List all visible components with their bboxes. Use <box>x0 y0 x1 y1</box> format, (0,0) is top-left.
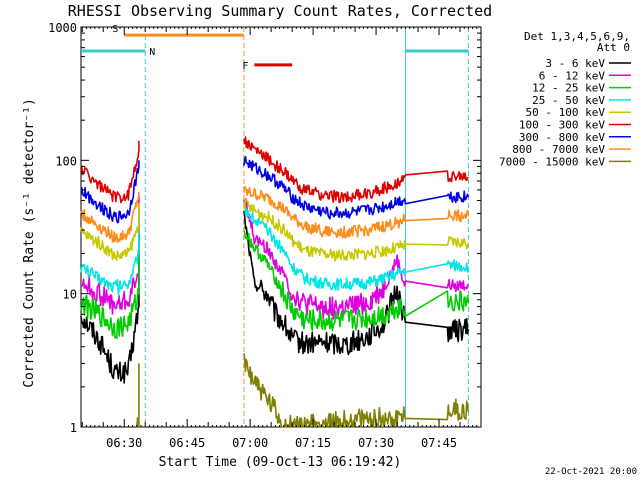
y-tick-label-1: 10 <box>63 288 77 302</box>
series-line-8 <box>136 353 470 428</box>
x-tick-label-0: 06:30 <box>106 436 142 450</box>
series-line-1 <box>80 195 469 320</box>
series-line-0 <box>80 210 470 384</box>
legend-header-line-2: Att 0 <box>597 41 630 54</box>
flag-bars: S N F <box>81 24 469 72</box>
legend-label-4: 50 - 100 keV <box>526 106 606 119</box>
legend-label-5: 100 - 300 keV <box>519 119 605 132</box>
series-line-7 <box>80 185 470 243</box>
legend-header-line-1: Det 1,3,4,5,6,9, <box>524 30 630 43</box>
series-layer <box>80 136 470 428</box>
legend-label-6: 300 - 800 keV <box>519 131 605 144</box>
legend-label-2: 12 - 25 keV <box>532 82 605 95</box>
footer-timestamp: 22-Oct-2021 20:00 <box>545 467 637 477</box>
legend: 3 - 6 keV 6 - 12 keV 12 - 25 keV 25 - 50… <box>499 57 631 168</box>
y-tick-label-0: 1 <box>70 421 77 435</box>
flag-label-1: N <box>149 47 155 58</box>
legend-label-8: 7000 - 15000 keV <box>499 155 605 168</box>
legend-label-0: 3 - 6 keV <box>545 57 605 70</box>
series-line-5 <box>80 136 469 204</box>
series-line-4 <box>80 197 470 262</box>
series-line-2 <box>80 229 470 340</box>
legend-label-7: 800 - 7000 keV <box>512 143 605 156</box>
series-line-6 <box>80 155 470 224</box>
chart-title: RHESSI Observing Summary Count Rates, Co… <box>68 2 492 20</box>
axes: 1 10 100 1000 06:30 06:45 07:00 07:15 07:30 07:45 <box>48 21 482 450</box>
legend-label-1: 6 - 12 keV <box>539 69 606 82</box>
x-tick-label-4: 07:30 <box>358 436 394 450</box>
x-tick-label-1: 06:45 <box>169 436 205 450</box>
observation-boundaries <box>144 27 469 427</box>
x-tick-label-3: 07:15 <box>295 436 331 450</box>
flag-label-3: F <box>242 61 248 72</box>
y-axis-label: Corrected Count Rate (s⁻¹ detector⁻¹) <box>22 98 37 388</box>
x-tick-label-5: 07:45 <box>421 436 457 450</box>
series-line-3 <box>80 201 470 296</box>
x-axis-label: Start Time (09-Oct-13 06:19:42) <box>159 455 402 470</box>
flag-label-0: S <box>112 24 118 35</box>
y-tick-label-3: 1000 <box>48 21 77 35</box>
y-tick-label-2: 100 <box>55 154 77 168</box>
x-tick-label-2: 07:00 <box>232 436 268 450</box>
legend-label-3: 25 - 50 keV <box>532 94 605 107</box>
